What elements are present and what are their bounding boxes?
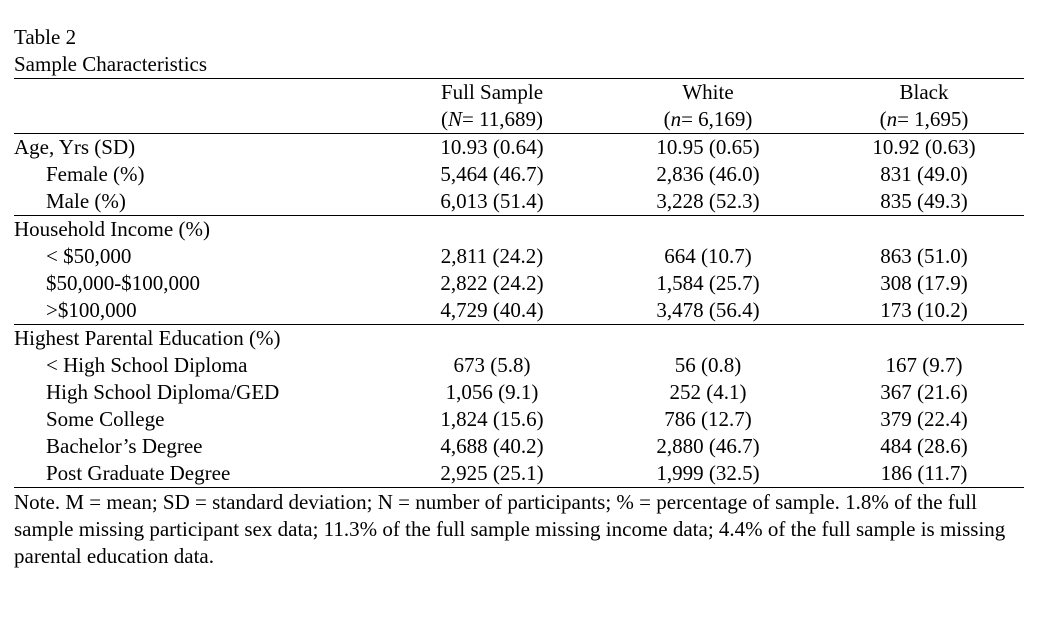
table-cell: 863 (51.0) — [880, 244, 968, 268]
table-row: Age, Yrs (SD) 10.93 (0.64) 10.95 (0.65) 10.… — [14, 134, 1024, 162]
table-cell: 1,999 (32.5) — [592, 460, 824, 488]
table-row: Bachelor’s Degree 4,688 (40.2) 2,880 (46.7… — [14, 433, 1024, 460]
sample-symbol: n — [670, 107, 682, 131]
sample-value: = 1,695) — [897, 107, 969, 131]
table-header: Full Sample White Black (N= 11,689) (n= … — [14, 79, 1024, 134]
row-label: High School Diploma/GED — [46, 380, 280, 404]
group-label: Household Income (%) — [14, 217, 210, 241]
table-row: < $50,000 2,811 (24.2) 664 (10.7) 863 (51.0… — [14, 243, 1024, 270]
row-label: Bachelor’s Degree — [46, 434, 203, 458]
table-cell: 484 (28.6) — [880, 434, 968, 458]
table-cell — [824, 325, 1024, 353]
sample-characteristics-table: Full Sample White Black (N= 11,689) (n= … — [14, 78, 1024, 488]
table-row: Male (%) 6,013 (51.4) 3,228 (52.3) 835 (49.… — [14, 188, 1024, 216]
row-label: Post Graduate Degree — [14, 460, 392, 488]
table-title: Table 2 — [14, 25, 77, 49]
group-label: Highest Parental Education (%) — [14, 326, 281, 350]
sample-value: = 11,689) — [461, 107, 544, 131]
table-cell — [392, 216, 592, 244]
table-cell: 835 (49.3) — [824, 188, 1024, 216]
table-cell: 173 (10.2) — [824, 297, 1024, 325]
table-cell: 2,836 (46.0) — [656, 162, 760, 186]
table-cell: 10.93 (0.64) — [440, 135, 544, 159]
column-header: Black — [899, 80, 949, 104]
table-row: < High School Diploma 673 (5.8) 56 (0.8) 16… — [14, 352, 1024, 379]
column-header: White — [682, 80, 734, 104]
table-cell: 664 (10.7) — [664, 244, 752, 268]
table-row: >$100,000 4,729 (40.4) 3,478 (56.4) 173 (10… — [14, 297, 1024, 325]
table-cell: 10.92 (0.63) — [872, 135, 976, 159]
row-label: < High School Diploma — [46, 353, 248, 377]
column-sample-size: (n= 1,695) — [824, 106, 1024, 134]
table-cell: 3,478 (56.4) — [592, 297, 824, 325]
table-subtitle: Sample Characteristics — [14, 52, 208, 76]
table-cell: 252 (4.1) — [669, 380, 747, 404]
table-cell: 4,688 (40.2) — [440, 434, 544, 458]
row-label: >$100,000 — [14, 297, 392, 325]
header-corner — [14, 106, 392, 134]
table-row: $50,000-$100,000 2,822 (24.2) 1,584 (25.7)… — [14, 270, 1024, 297]
table-cell: 2,880 (46.7) — [656, 434, 760, 458]
table-cell: 3,228 (52.3) — [592, 188, 824, 216]
table-row: Female (%) 5,464 (46.7) 2,836 (46.0) 831 (4… — [14, 161, 1024, 188]
sample-value: = 6,169) — [681, 107, 753, 131]
row-label: $50,000-$100,000 — [46, 271, 200, 295]
table-cell: 2,822 (24.2) — [440, 271, 544, 295]
table-row: Post Graduate Degree 2,925 (25.1) 1,999 (3… — [14, 460, 1024, 488]
row-label: Male (%) — [14, 188, 392, 216]
table-cell: 5,464 (46.7) — [440, 162, 544, 186]
table-cell: 186 (11.7) — [824, 460, 1024, 488]
header-row-names: Full Sample White Black — [14, 79, 1024, 107]
table-cell — [824, 216, 1024, 244]
row-label: Female (%) — [46, 162, 145, 186]
table-cell: 1,056 (9.1) — [445, 380, 539, 404]
table-cell: 56 (0.8) — [674, 353, 742, 377]
table-cell: 786 (12.7) — [664, 407, 752, 431]
table-cell: 4,729 (40.4) — [392, 297, 592, 325]
table-cell — [592, 325, 824, 353]
sample-symbol: n — [886, 107, 898, 131]
table-row: Highest Parental Education (%) — [14, 325, 1024, 353]
table-row: High School Diploma/GED 1,056 (9.1) 252 (4… — [14, 379, 1024, 406]
table-cell: 1,824 (15.6) — [440, 407, 544, 431]
table-cell: 10.95 (0.65) — [656, 135, 760, 159]
group-label: Age, Yrs (SD) — [14, 135, 136, 159]
table-cell: 367 (21.6) — [880, 380, 968, 404]
header-row-sample-sizes: (N= 11,689) (n= 6,169) (n= 1,695) — [14, 106, 1024, 134]
table-cell: 673 (5.8) — [453, 353, 531, 377]
table-row: Some College 1,824 (15.6) 786 (12.7) 379 (2… — [14, 406, 1024, 433]
sample-symbol: N — [447, 107, 462, 131]
column-sample-size: (N= 11,689) — [392, 106, 592, 134]
table-cell: 167 (9.7) — [885, 353, 963, 377]
table-cell — [392, 325, 592, 353]
row-label: Some College — [46, 407, 165, 431]
column-sample-size: (n= 6,169) — [592, 106, 824, 134]
table-cell: 2,925 (25.1) — [392, 460, 592, 488]
header-corner — [14, 79, 392, 107]
table-cell: 2,811 (24.2) — [440, 244, 544, 268]
table-cell: 831 (49.0) — [880, 162, 968, 186]
table-body: Age, Yrs (SD) 10.93 (0.64) 10.95 (0.65) 10.… — [14, 134, 1024, 488]
table-cell: 6,013 (51.4) — [392, 188, 592, 216]
table-cell — [592, 216, 824, 244]
table-row: Household Income (%) — [14, 216, 1024, 244]
table-cell: 1,584 (25.7) — [656, 271, 760, 295]
column-header: Full Sample — [440, 80, 544, 104]
row-label: < $50,000 — [46, 244, 132, 268]
table-cell: 379 (22.4) — [880, 407, 968, 431]
table-cell: 308 (17.9) — [880, 271, 968, 295]
table-note: Note. M = mean; SD = standard deviation;… — [14, 490, 1006, 568]
document-page: Table 2 Sample Characteristics Full Samp… — [14, 24, 1024, 570]
